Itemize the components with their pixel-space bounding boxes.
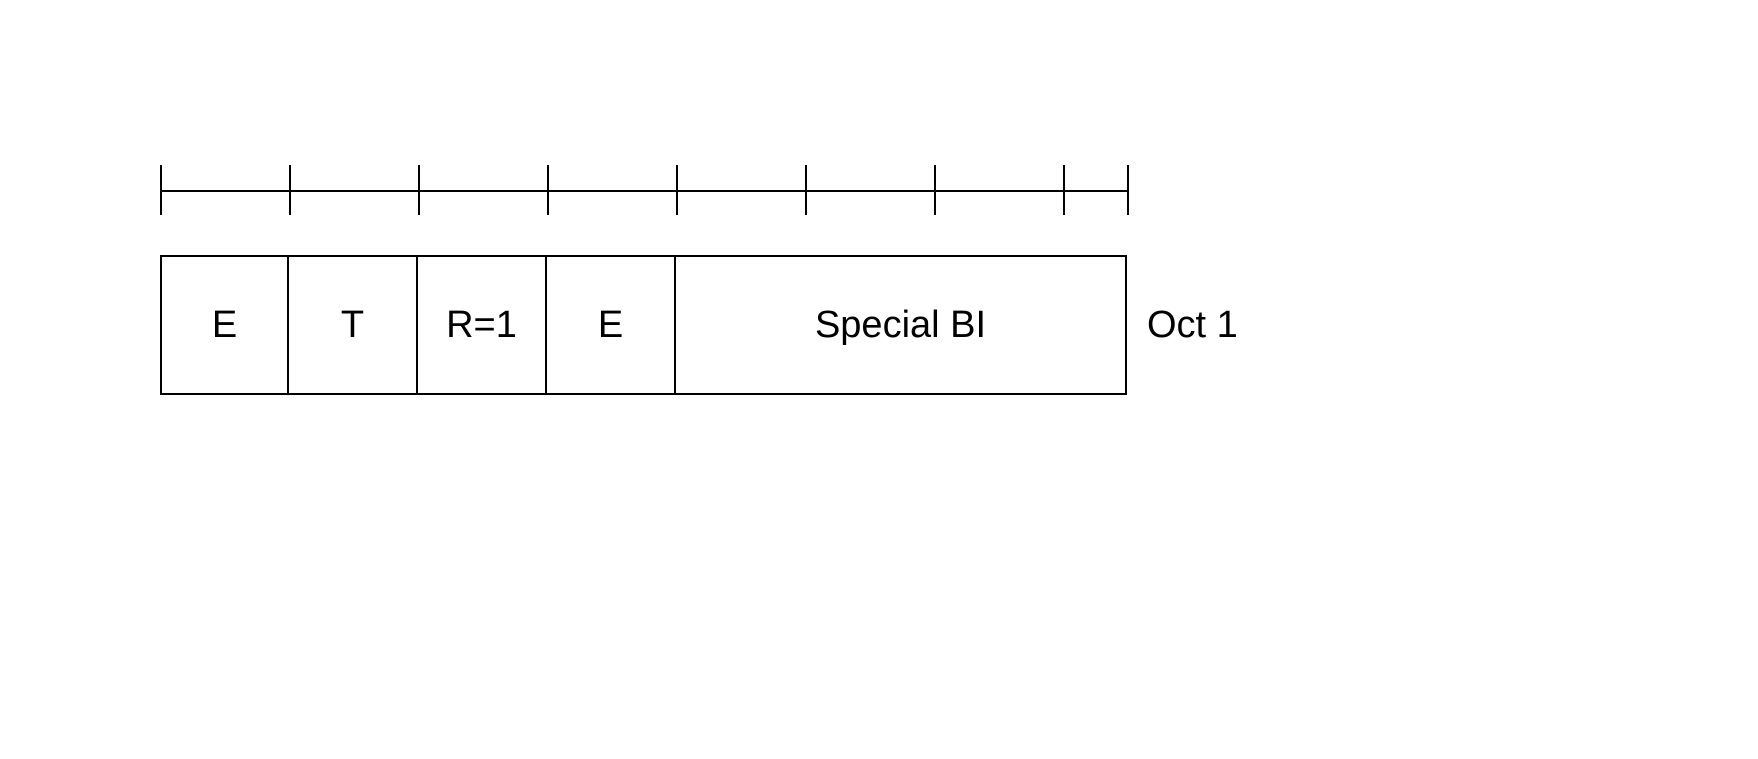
field-box: R=1 [418,255,547,395]
ruler-tick [934,165,936,215]
field-box: E [160,255,289,395]
field-label: Special BI [815,304,986,347]
field-label: E [598,304,623,347]
field-label: T [341,304,364,347]
field-box: E [547,255,676,395]
ruler-tick [289,165,291,215]
ruler-tick [676,165,678,215]
field-label: E [212,304,237,347]
ruler-tick [160,165,162,215]
field-box: Special BI [676,255,1127,395]
ruler [160,165,1238,215]
trailing-label: Oct 1 [1147,304,1238,347]
ruler-tick [1063,165,1065,215]
ruler-tick [418,165,420,215]
field-label: R=1 [446,304,517,347]
ruler-tick [547,165,549,215]
ruler-tick [805,165,807,215]
ruler-line [160,190,1127,192]
frame-diagram: E T R=1 E Special BI Oct 1 [160,165,1238,395]
ruler-tick [1127,165,1129,215]
field-box: T [289,255,418,395]
fields-row: E T R=1 E Special BI Oct 1 [160,255,1238,395]
